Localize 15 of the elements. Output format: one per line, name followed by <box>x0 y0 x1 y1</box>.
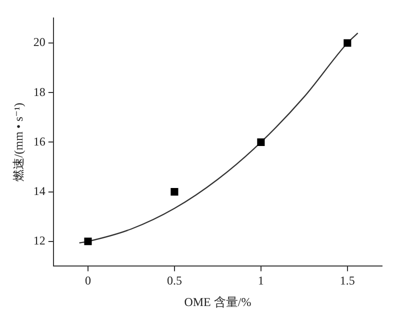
y-tick-label: 16 <box>33 134 46 148</box>
point <box>170 188 178 196</box>
x-tick-label: 0 <box>84 274 91 288</box>
y-tick-label: 20 <box>33 35 46 50</box>
y-tick-label: 14 <box>33 184 46 198</box>
y-tick-label: 18 <box>33 84 46 99</box>
point <box>84 238 92 246</box>
y-tick-label: 12 <box>33 234 46 248</box>
point <box>257 138 265 146</box>
y-axis-title: 燃速/(mm • s⁻¹) <box>11 102 26 182</box>
x-tick-label: 1.5 <box>340 274 355 288</box>
x-tick-label: 0.5 <box>166 274 182 288</box>
point <box>344 39 352 47</box>
x-tick-label: 1 <box>258 274 264 288</box>
x-axis-title: OME 含量/% <box>184 294 252 309</box>
